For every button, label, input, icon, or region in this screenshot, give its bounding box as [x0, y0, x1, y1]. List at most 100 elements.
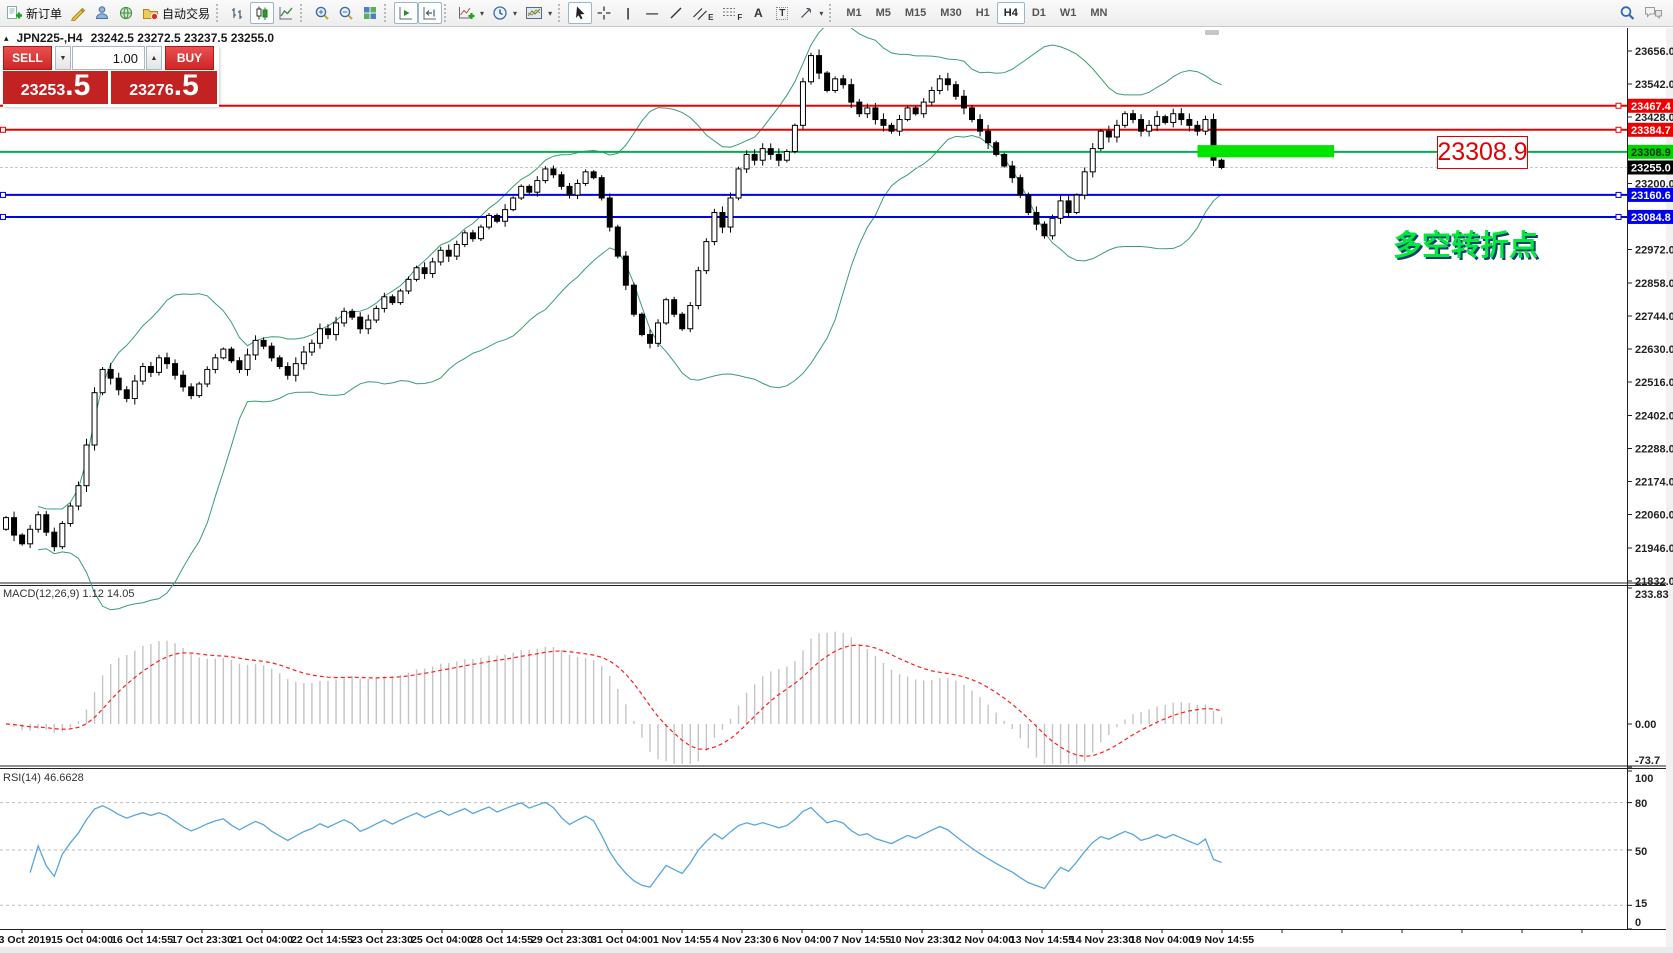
time-axis-label: 12 Nov 04:00: [950, 934, 1014, 946]
volume-increase-button[interactable]: ▲: [146, 46, 162, 70]
signals-button[interactable]: [114, 2, 138, 24]
toolbar-grip: [384, 4, 390, 22]
annotation-text: 多空转折点: [1393, 230, 1539, 262]
price-badge-label: 23308.9: [1631, 147, 1671, 159]
price-badge-label: 23084.8: [1631, 212, 1671, 224]
collapse-icon[interactable]: ▴: [4, 32, 9, 43]
window-right-gutter: [1666, 28, 1673, 953]
line-chart-button[interactable]: [274, 2, 298, 24]
sell-price-pips: .5: [65, 69, 91, 102]
tile-windows-button[interactable]: [358, 2, 382, 24]
time-axis-label: 15 Oct 04:00: [51, 934, 113, 946]
price-tick-label: 21946.0: [1635, 543, 1673, 555]
price-badge: [1628, 160, 1673, 175]
time-axis-label: 10 Nov 23:30: [890, 934, 954, 946]
price-badge-label: 23384.7: [1631, 125, 1671, 137]
candlestick-button[interactable]: [250, 2, 275, 24]
zoom-in-button[interactable]: [310, 2, 334, 24]
fibonacci-button[interactable]: F: [717, 2, 746, 24]
text-label-icon: T: [776, 6, 789, 20]
chat-button[interactable]: [1640, 2, 1667, 24]
new-order-button[interactable]: 新订单: [2, 2, 66, 24]
new-order-label: 新订单: [26, 6, 63, 21]
line-anchor-marker[interactable]: [0, 213, 6, 220]
dropdown-arrow-icon[interactable]: ▾: [819, 8, 824, 18]
buy-button[interactable]: BUY: [165, 46, 214, 70]
timeframe-button-m1[interactable]: M1: [846, 7, 862, 19]
dropdown-arrow-icon[interactable]: ▾: [513, 8, 518, 18]
autotrading-label: 自动交易: [162, 6, 211, 21]
sell-button[interactable]: SELL: [3, 46, 52, 70]
toolbar-grip: [300, 4, 306, 22]
crosshair-button[interactable]: [592, 2, 616, 24]
price-tick-label: 22402.0: [1635, 410, 1673, 422]
vertical-line-button[interactable]: |: [616, 2, 640, 24]
macd-indicator-label: MACD(12,26,9) 1.12 14.05: [3, 588, 135, 600]
metaeditor-button[interactable]: [66, 2, 90, 24]
price-tick-label: 22858.0: [1635, 278, 1673, 290]
price-tick-label: 22060.0: [1635, 510, 1673, 522]
macd-axis-label: -73.7: [1635, 755, 1660, 767]
line-anchor-marker[interactable]: [1615, 126, 1622, 133]
bollinger-upper-band: [38, 28, 1222, 510]
chart-shift-button[interactable]: [418, 2, 443, 24]
time-axis-label: 29 Oct 23:30: [531, 934, 593, 946]
zoom-out-button[interactable]: [334, 2, 358, 24]
horizontal-line-button[interactable]: —: [640, 2, 664, 24]
market-button[interactable]: [90, 2, 114, 24]
timeframe-button-h1[interactable]: H1: [975, 7, 990, 19]
search-button[interactable]: [1615, 2, 1640, 24]
timeframe-button-w1[interactable]: W1: [1059, 7, 1077, 19]
candlestick-series: [3, 49, 1225, 552]
line-anchor-marker[interactable]: [1615, 191, 1622, 198]
dropdown-arrow-icon[interactable]: ▾: [480, 8, 485, 18]
volume-decrease-button[interactable]: ▼: [55, 46, 71, 70]
line-anchor-marker[interactable]: [0, 191, 6, 198]
time-axis-label: 14 Nov 23:30: [1070, 934, 1134, 946]
sell-price[interactable]: 23253 .5: [3, 71, 108, 104]
rsi-axis-label: 100: [1635, 773, 1653, 785]
chart-canvas[interactable]: 23656.0 23542.0 23428.0 23200.0 22972.0 22858…: [0, 28, 1673, 953]
channel-button[interactable]: E: [688, 2, 717, 24]
rsi-indicator-label: RSI(14) 46.6628: [3, 772, 84, 784]
volume-input[interactable]: 1.00: [72, 46, 145, 70]
line-anchor-marker[interactable]: [1615, 213, 1622, 220]
timeframe-button-h4[interactable]: H4: [996, 2, 1025, 24]
templates-button[interactable]: ▾: [521, 2, 556, 24]
chart-scrollbar-thumb[interactable]: [1205, 30, 1219, 35]
text-button[interactable]: A: [746, 2, 770, 24]
trendline-button[interactable]: [664, 2, 688, 24]
dropdown-arrow-icon[interactable]: ▾: [548, 8, 553, 18]
indicators-button[interactable]: ▾: [454, 2, 488, 24]
price-tick-label: 22516.0: [1635, 377, 1673, 389]
autotrading-button[interactable]: 自动交易: [138, 2, 214, 24]
time-axis-label: 13 Nov 14:55: [1010, 934, 1074, 946]
line-anchor-marker[interactable]: [1615, 102, 1622, 109]
cursor-button[interactable]: [568, 2, 593, 24]
auto-scroll-button[interactable]: [394, 2, 419, 24]
timeframe-button-m15[interactable]: M15: [904, 7, 927, 19]
price-tick-label: 22174.0: [1635, 477, 1673, 489]
highlight-zone[interactable]: [1197, 145, 1335, 158]
text-label-button[interactable]: T: [770, 2, 794, 24]
buy-price-pips: .5: [173, 69, 199, 102]
zoom-out-icon: [339, 6, 353, 20]
timeframe-button-m30[interactable]: M30: [940, 7, 962, 19]
line-anchor-marker[interactable]: [0, 126, 6, 133]
trendline-icon: [670, 7, 682, 19]
periods-button[interactable]: ▾: [488, 2, 521, 24]
bar-chart-button[interactable]: [226, 2, 250, 24]
bollinger-lower-band: [38, 135, 1222, 611]
toolbar-grip: [444, 4, 450, 22]
buy-price[interactable]: 23276 .5: [111, 71, 217, 104]
timeframe-button-m5[interactable]: M5: [875, 7, 891, 19]
price-tick-label: 22630.0: [1635, 344, 1673, 356]
channel-icon: [693, 8, 708, 20]
clock-icon: [493, 6, 507, 20]
arrows-button[interactable]: ▾: [794, 2, 827, 24]
time-axis-label: 19 Nov 14:55: [1190, 934, 1254, 946]
timeframe-button-d1[interactable]: D1: [1031, 7, 1046, 19]
time-axis-label: 17 Oct 23:30: [171, 934, 233, 946]
timeframe-button-mn[interactable]: MN: [1090, 7, 1108, 19]
price-tick-label: 23428.0: [1635, 112, 1673, 124]
